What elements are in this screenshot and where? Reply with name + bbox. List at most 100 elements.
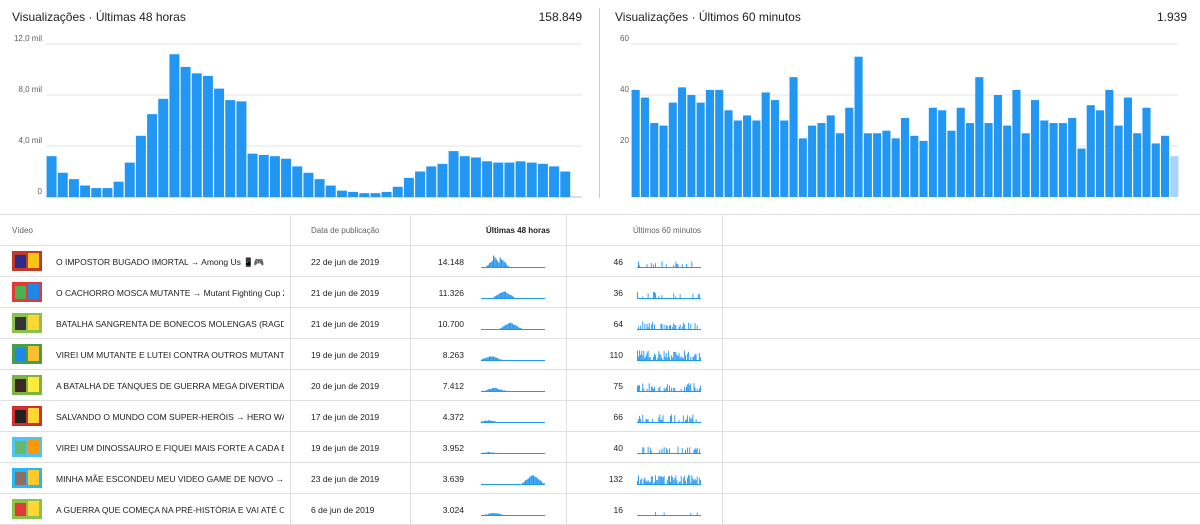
table-row[interactable]: A BATALHA DE TANQUES DE GUERRA MEGA DIVE… — [0, 370, 1200, 401]
chart-bar[interactable] — [1142, 107, 1151, 197]
chart-bar[interactable] — [303, 172, 314, 197]
chart-bar[interactable] — [919, 140, 928, 197]
chart-bar[interactable] — [403, 177, 414, 197]
video-title[interactable]: VIREI UM MUTANTE E LUTEI CONTRA OUTROS M… — [56, 350, 284, 360]
video-thumbnail[interactable] — [12, 251, 42, 271]
video-title[interactable]: O CACHORRO MOSCA MUTANTE → Mutant Fighti… — [56, 288, 284, 298]
chart-bar[interactable] — [668, 102, 677, 197]
chart-bar[interactable] — [1012, 89, 1021, 197]
chart-bar[interactable] — [1114, 125, 1123, 197]
chart-bar[interactable] — [631, 89, 640, 197]
chart-bar[interactable] — [191, 73, 202, 197]
chart-bar[interactable] — [292, 166, 303, 197]
chart-bar[interactable] — [993, 95, 1002, 197]
chart-bar[interactable] — [1170, 156, 1179, 197]
chart-bar[interactable] — [147, 114, 158, 197]
chart-bar[interactable] — [1151, 143, 1160, 197]
table-row[interactable]: O IMPOSTOR BUGADO IMORTAL → Among Us 📱🎮 … — [0, 246, 1200, 277]
chart-bar[interactable] — [135, 135, 146, 197]
chart-bar[interactable] — [984, 123, 993, 197]
chart-bar[interactable] — [493, 162, 504, 197]
chart-bar[interactable] — [415, 171, 426, 198]
chart-bar[interactable] — [910, 135, 919, 197]
chart-bar[interactable] — [1030, 100, 1040, 197]
table-row[interactable]: BATALHA SANGRENTA DE BONECOS MOLENGAS (R… — [0, 308, 1200, 339]
chart-bar[interactable] — [938, 110, 947, 197]
chart-bar[interactable] — [124, 162, 135, 197]
chart-bar[interactable] — [696, 102, 705, 197]
video-thumbnail[interactable] — [12, 406, 42, 426]
chart-bar[interactable] — [808, 125, 817, 197]
chart-bar[interactable] — [336, 190, 347, 197]
chart-bar[interactable] — [214, 88, 225, 197]
chart-bar[interactable] — [1058, 123, 1067, 197]
chart-bar[interactable] — [180, 66, 191, 197]
chart-bar[interactable] — [1123, 97, 1132, 197]
chart-bar[interactable] — [743, 115, 752, 197]
chart-bar[interactable] — [798, 138, 807, 197]
table-row[interactable]: MINHA MÃE ESCONDEU MEU VIDEO GAME DE NOV… — [0, 463, 1200, 494]
chart-bar[interactable] — [1086, 105, 1095, 197]
chart-bar[interactable] — [91, 188, 102, 197]
chart-bar[interactable] — [1068, 117, 1077, 197]
chart-bar[interactable] — [900, 117, 910, 197]
chart-bar[interactable] — [789, 77, 798, 197]
chart-bar[interactable] — [659, 125, 668, 197]
chart-bar[interactable] — [80, 185, 91, 197]
chart-bar[interactable] — [46, 156, 57, 197]
chart-bar[interactable] — [863, 133, 872, 197]
chart-bar[interactable] — [526, 162, 537, 197]
chart-bar[interactable] — [68, 179, 79, 197]
chart-bar[interactable] — [381, 191, 392, 197]
chart-bar[interactable] — [57, 172, 68, 197]
chart-bar[interactable] — [102, 188, 113, 197]
chart-bar[interactable] — [269, 156, 280, 197]
chart-bar[interactable] — [236, 101, 247, 197]
chart-bar[interactable] — [426, 166, 437, 197]
chart-bar[interactable] — [873, 133, 882, 197]
chart-bar[interactable] — [348, 191, 359, 197]
chart-bar[interactable] — [325, 185, 336, 197]
video-thumbnail[interactable] — [12, 313, 42, 333]
chart-bar[interactable] — [817, 123, 826, 197]
chart-bar[interactable] — [975, 77, 984, 197]
chart-bar[interactable] — [640, 97, 649, 197]
chart-bar[interactable] — [761, 92, 770, 197]
chart-bar[interactable] — [770, 100, 780, 197]
video-thumbnail[interactable] — [12, 437, 42, 457]
chart-bar[interactable] — [1096, 110, 1105, 197]
chart-60m[interactable]: 60 40 20 — [601, 0, 1200, 212]
video-title[interactable]: MINHA MÃE ESCONDEU MEU VIDEO GAME DE NOV… — [56, 474, 284, 484]
video-title[interactable]: O IMPOSTOR BUGADO IMORTAL → Among Us 📱🎮 — [56, 257, 265, 267]
chart-bar[interactable] — [225, 100, 236, 197]
chart-bar[interactable] — [515, 161, 526, 197]
video-title[interactable]: VIREI UM DINOSSAURO E FIQUEI MAIS FORTE … — [56, 443, 284, 453]
col-header-60m[interactable]: Últimos 60 minutos — [633, 226, 702, 235]
chart-bar[interactable] — [678, 87, 687, 197]
chart-bar[interactable] — [202, 75, 213, 197]
video-thumbnail[interactable] — [12, 344, 42, 364]
chart-bar[interactable] — [459, 156, 470, 197]
video-thumbnail[interactable] — [12, 468, 42, 488]
chart-bar[interactable] — [687, 95, 696, 197]
chart-bar[interactable] — [1049, 123, 1058, 197]
chart-bar[interactable] — [1077, 148, 1086, 197]
chart-bar[interactable] — [965, 123, 975, 197]
table-row[interactable]: A GUERRA QUE COMEÇA NA PRÉ-HISTÓRIA E VA… — [0, 494, 1200, 525]
video-title[interactable]: A BATALHA DE TANQUES DE GUERRA MEGA DIVE… — [56, 381, 284, 391]
col-header-date[interactable]: Data de publicação — [311, 226, 380, 235]
chart-bar[interactable] — [854, 56, 863, 197]
chart-bar[interactable] — [1003, 125, 1012, 197]
chart-48h[interactable]: 12,0 mil 8,0 mil 4,0 mil 0 — [0, 0, 598, 212]
video-title[interactable]: A GUERRA QUE COMEÇA NA PRÉ-HISTÓRIA E VA… — [56, 505, 284, 515]
chart-bar[interactable] — [835, 133, 845, 197]
chart-bar[interactable] — [1161, 135, 1170, 197]
chart-bar[interactable] — [359, 193, 370, 197]
col-header-video[interactable]: Vídeo — [12, 226, 33, 235]
chart-bar[interactable] — [448, 151, 459, 197]
chart-bar[interactable] — [258, 154, 269, 197]
chart-bar[interactable] — [314, 179, 325, 197]
video-title[interactable]: BATALHA SANGRENTA DE BONECOS MOLENGAS (R… — [56, 319, 284, 329]
chart-bar[interactable] — [928, 107, 937, 197]
video-title[interactable]: SALVANDO O MUNDO COM SUPER-HERÓIS → HERO… — [56, 412, 284, 422]
